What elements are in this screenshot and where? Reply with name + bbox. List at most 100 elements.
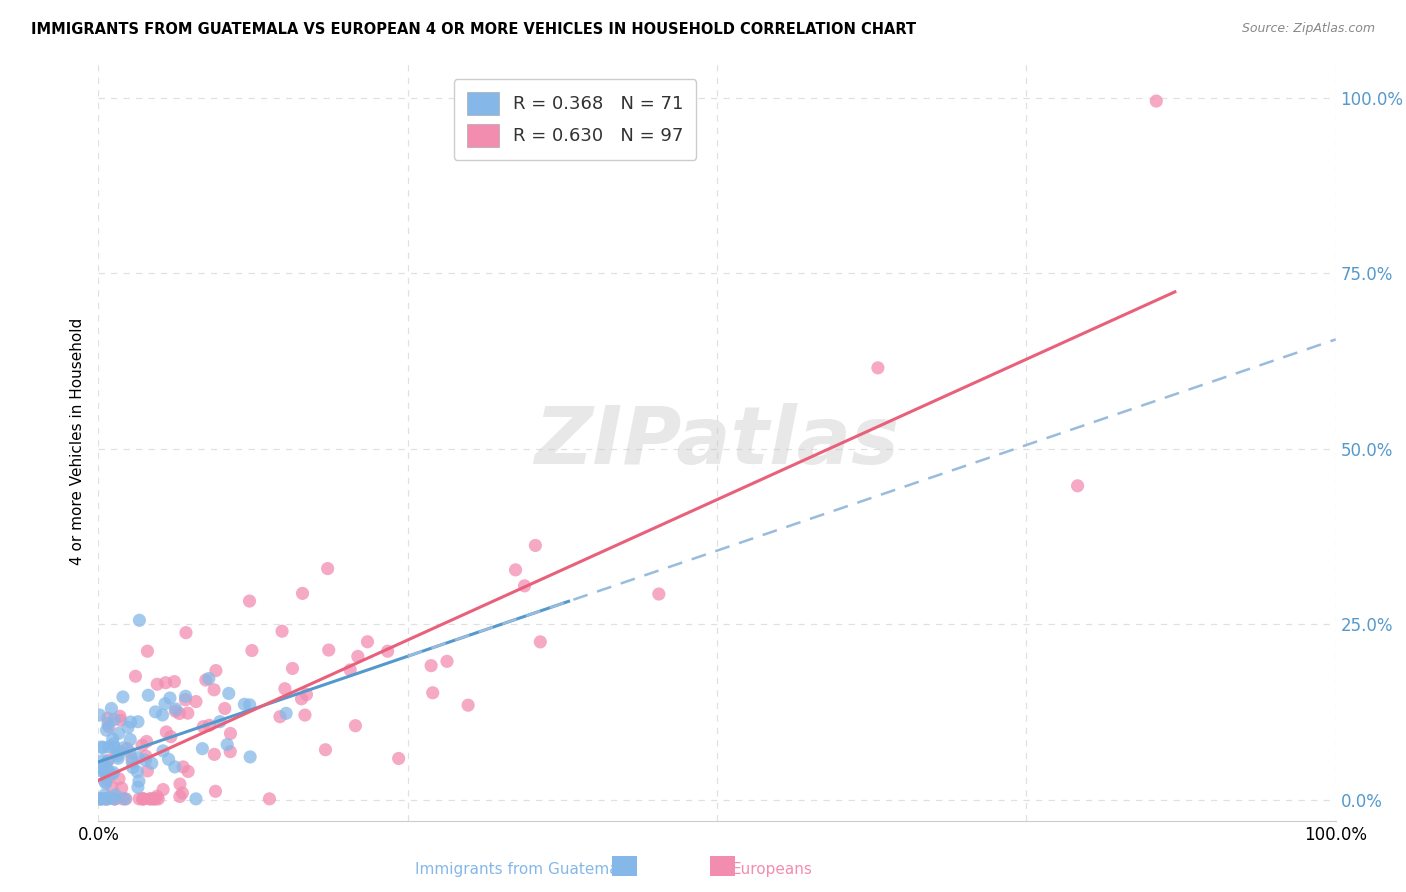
Point bbox=[112, 740, 135, 755]
Point bbox=[291, 586, 314, 600]
Point bbox=[110, 714, 132, 728]
Point bbox=[97, 753, 120, 767]
Point bbox=[177, 706, 200, 721]
Point bbox=[169, 789, 191, 804]
Point bbox=[89, 792, 111, 806]
Point bbox=[127, 750, 149, 764]
Point bbox=[219, 745, 242, 759]
Point bbox=[103, 712, 125, 726]
Point bbox=[169, 777, 191, 791]
Point bbox=[202, 747, 225, 762]
Point bbox=[169, 706, 191, 721]
Point bbox=[219, 726, 242, 740]
Point bbox=[136, 764, 159, 778]
Point bbox=[159, 690, 181, 705]
Point bbox=[208, 714, 231, 729]
Point bbox=[121, 756, 143, 770]
Point bbox=[90, 739, 112, 754]
Point bbox=[131, 738, 153, 752]
Point bbox=[94, 788, 117, 802]
Point bbox=[318, 643, 340, 657]
Point bbox=[128, 774, 150, 789]
Point bbox=[218, 686, 240, 700]
Point bbox=[281, 661, 304, 675]
Point bbox=[198, 672, 221, 686]
Point bbox=[96, 766, 118, 780]
Point bbox=[145, 705, 167, 719]
Point bbox=[239, 750, 262, 764]
Point bbox=[96, 772, 118, 786]
Point bbox=[163, 760, 186, 774]
Point bbox=[240, 643, 263, 657]
Text: ZIPatlas: ZIPatlas bbox=[534, 402, 900, 481]
Point bbox=[118, 745, 141, 759]
Point bbox=[111, 690, 134, 704]
Point bbox=[111, 792, 134, 806]
Point bbox=[172, 786, 194, 800]
Point bbox=[513, 579, 536, 593]
Point bbox=[217, 738, 239, 752]
Point bbox=[145, 792, 167, 806]
Point bbox=[96, 763, 118, 777]
Point bbox=[138, 688, 160, 702]
Point bbox=[146, 789, 169, 804]
Point bbox=[131, 792, 153, 806]
Point bbox=[198, 718, 221, 732]
Point bbox=[377, 644, 399, 658]
Point bbox=[91, 740, 114, 755]
Point bbox=[96, 755, 118, 769]
Point bbox=[121, 752, 143, 766]
Point bbox=[108, 745, 131, 759]
Point bbox=[134, 753, 156, 767]
Point bbox=[124, 669, 146, 683]
Point bbox=[107, 751, 129, 765]
Point bbox=[91, 754, 114, 768]
Text: Source: ZipAtlas.com: Source: ZipAtlas.com bbox=[1241, 22, 1375, 36]
Point bbox=[191, 741, 214, 756]
Point bbox=[141, 756, 163, 771]
Point bbox=[159, 730, 181, 744]
Point bbox=[89, 764, 111, 778]
Point bbox=[866, 360, 889, 375]
Point bbox=[344, 719, 367, 733]
Point bbox=[101, 780, 124, 795]
Point bbox=[132, 792, 155, 806]
Point bbox=[94, 776, 117, 790]
Point bbox=[194, 673, 217, 687]
Text: IMMIGRANTS FROM GUATEMALA VS EUROPEAN 4 OR MORE VEHICLES IN HOUSEHOLD CORRELATIO: IMMIGRANTS FROM GUATEMALA VS EUROPEAN 4 … bbox=[31, 22, 917, 37]
Point bbox=[274, 681, 297, 696]
Point bbox=[153, 697, 176, 711]
Point bbox=[135, 749, 157, 764]
Point bbox=[96, 723, 118, 738]
Point bbox=[314, 743, 336, 757]
Point bbox=[107, 748, 129, 763]
Point bbox=[135, 734, 157, 748]
Point bbox=[121, 760, 143, 774]
Point bbox=[205, 664, 228, 678]
Point bbox=[259, 792, 281, 806]
Point bbox=[94, 760, 117, 774]
Point bbox=[356, 634, 378, 648]
Point bbox=[163, 674, 186, 689]
Point bbox=[339, 663, 361, 677]
Point bbox=[316, 561, 339, 575]
Point bbox=[346, 649, 368, 664]
Point bbox=[174, 625, 197, 640]
Point bbox=[143, 792, 166, 806]
Point bbox=[294, 708, 316, 723]
Point bbox=[152, 782, 174, 797]
Point bbox=[295, 688, 318, 702]
Point bbox=[89, 792, 111, 806]
Point bbox=[128, 792, 150, 806]
Point bbox=[271, 624, 294, 639]
Point bbox=[172, 760, 194, 774]
Point bbox=[142, 792, 165, 806]
Point bbox=[136, 644, 159, 658]
Point bbox=[96, 792, 118, 806]
Point bbox=[115, 792, 138, 806]
Point bbox=[1144, 94, 1167, 108]
Point bbox=[204, 784, 226, 798]
Point bbox=[97, 792, 120, 806]
Point bbox=[139, 792, 162, 806]
Point bbox=[103, 739, 125, 754]
